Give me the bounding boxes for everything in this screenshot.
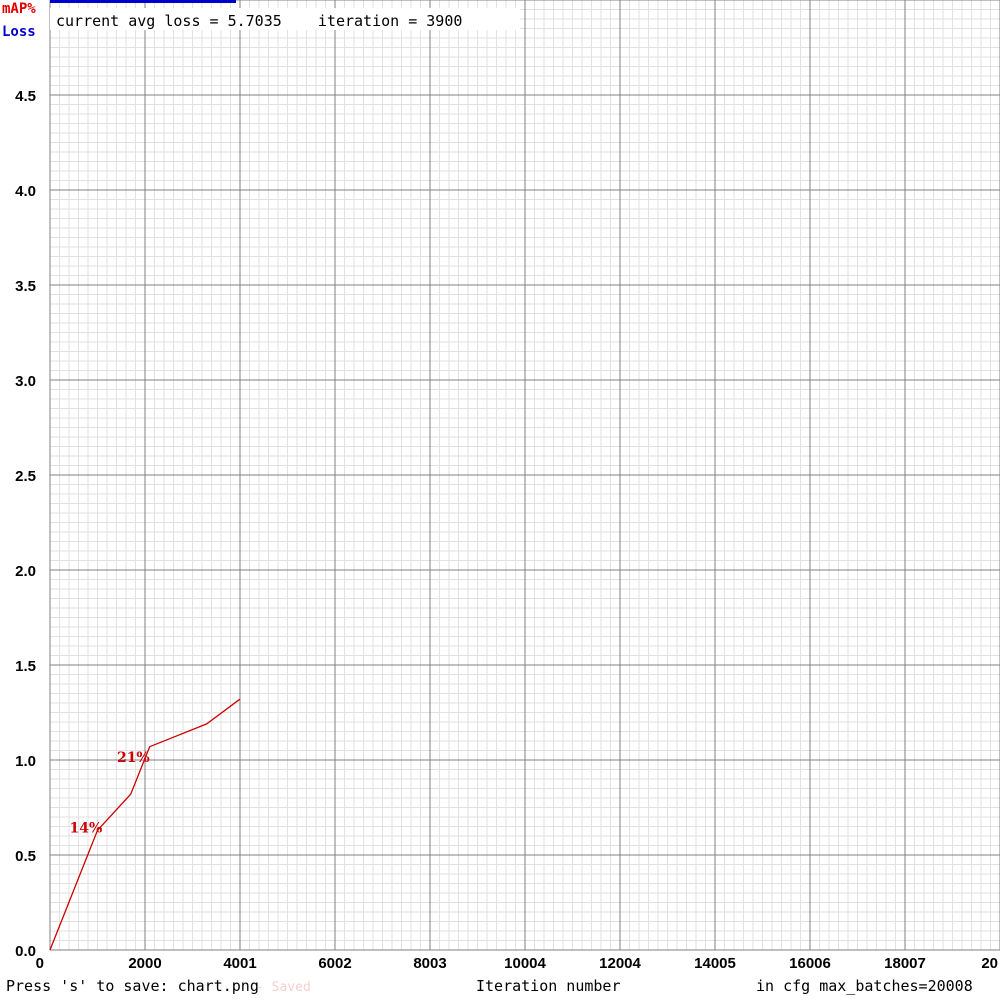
save-hint-faint: - Saved [256, 980, 311, 995]
y-tick-label: 0.5 [15, 848, 36, 865]
x-tick-label: 14005 [694, 955, 736, 972]
map-percent-label: 21% [117, 750, 150, 766]
y-tick-label: 1.5 [15, 658, 36, 675]
y-tick-label: 4.0 [15, 183, 36, 200]
x-tick-label: 2000 [128, 955, 161, 972]
y-tick-label: 2.0 [15, 563, 36, 580]
x-axis-title: Iteration number [476, 977, 621, 995]
status-background [50, 8, 520, 30]
x-tick-label: 4001 [223, 955, 256, 972]
legend-loss-label: Loss [2, 24, 36, 40]
series-layer [49, 698, 241, 951]
y-tick-label: 3.5 [15, 278, 36, 295]
y-tick-label: 3.0 [15, 373, 36, 390]
y-tick-label: 1.0 [15, 753, 36, 770]
x-tick-label: 18007 [884, 955, 926, 972]
x-axis-ticks: 0 2000 4001 6002 8003 10004 12004 14005 16006 180… [36, 955, 998, 972]
save-hint: Press 's' to save: chart.png [6, 977, 259, 995]
y-tick-label: 2.5 [15, 468, 36, 485]
y-axis-ticks: 0.0 0.5 1.0 1.5 2.0 2.5 3.0 3.5 4.0 4.5 [15, 88, 36, 960]
x-tick-label: 12004 [599, 955, 641, 972]
x-tick-label: 6002 [318, 955, 351, 972]
x-tick-label: 0 [36, 955, 44, 972]
x-tick-label: 10004 [504, 955, 546, 972]
status-text: current avg loss = 5.7035 iteration = 39… [56, 12, 462, 30]
max-batches-label: in cfg max_batches=20008 [756, 977, 973, 995]
x-tick-label: 8003 [413, 955, 446, 972]
annotation-layer: 14% 21% [69, 750, 149, 836]
series-line-map [49, 698, 241, 951]
x-tick-label: 20 [981, 955, 998, 972]
major-grid [49, 0, 1000, 951]
y-tick-label: 0.0 [15, 943, 36, 960]
legend-map-label: mAP% [2, 1, 36, 17]
x-tick-label: 16006 [789, 955, 831, 972]
map-percent-label: 14% [69, 820, 102, 836]
y-tick-label: 4.5 [15, 88, 36, 105]
